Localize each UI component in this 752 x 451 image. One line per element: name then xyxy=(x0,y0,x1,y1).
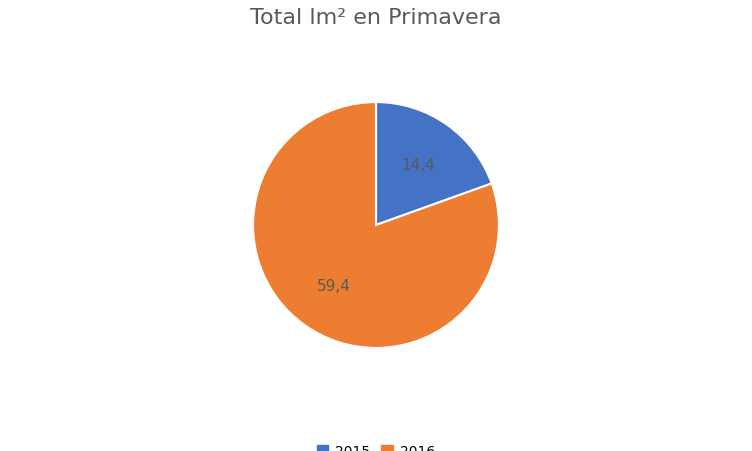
Text: 59,4: 59,4 xyxy=(317,278,350,293)
Text: 14,4: 14,4 xyxy=(402,158,435,173)
Wedge shape xyxy=(253,103,499,348)
Title: Total lm² en Primavera: Total lm² en Primavera xyxy=(250,9,502,28)
Legend: 2015, 2016: 2015, 2016 xyxy=(311,439,441,451)
Wedge shape xyxy=(376,103,492,226)
